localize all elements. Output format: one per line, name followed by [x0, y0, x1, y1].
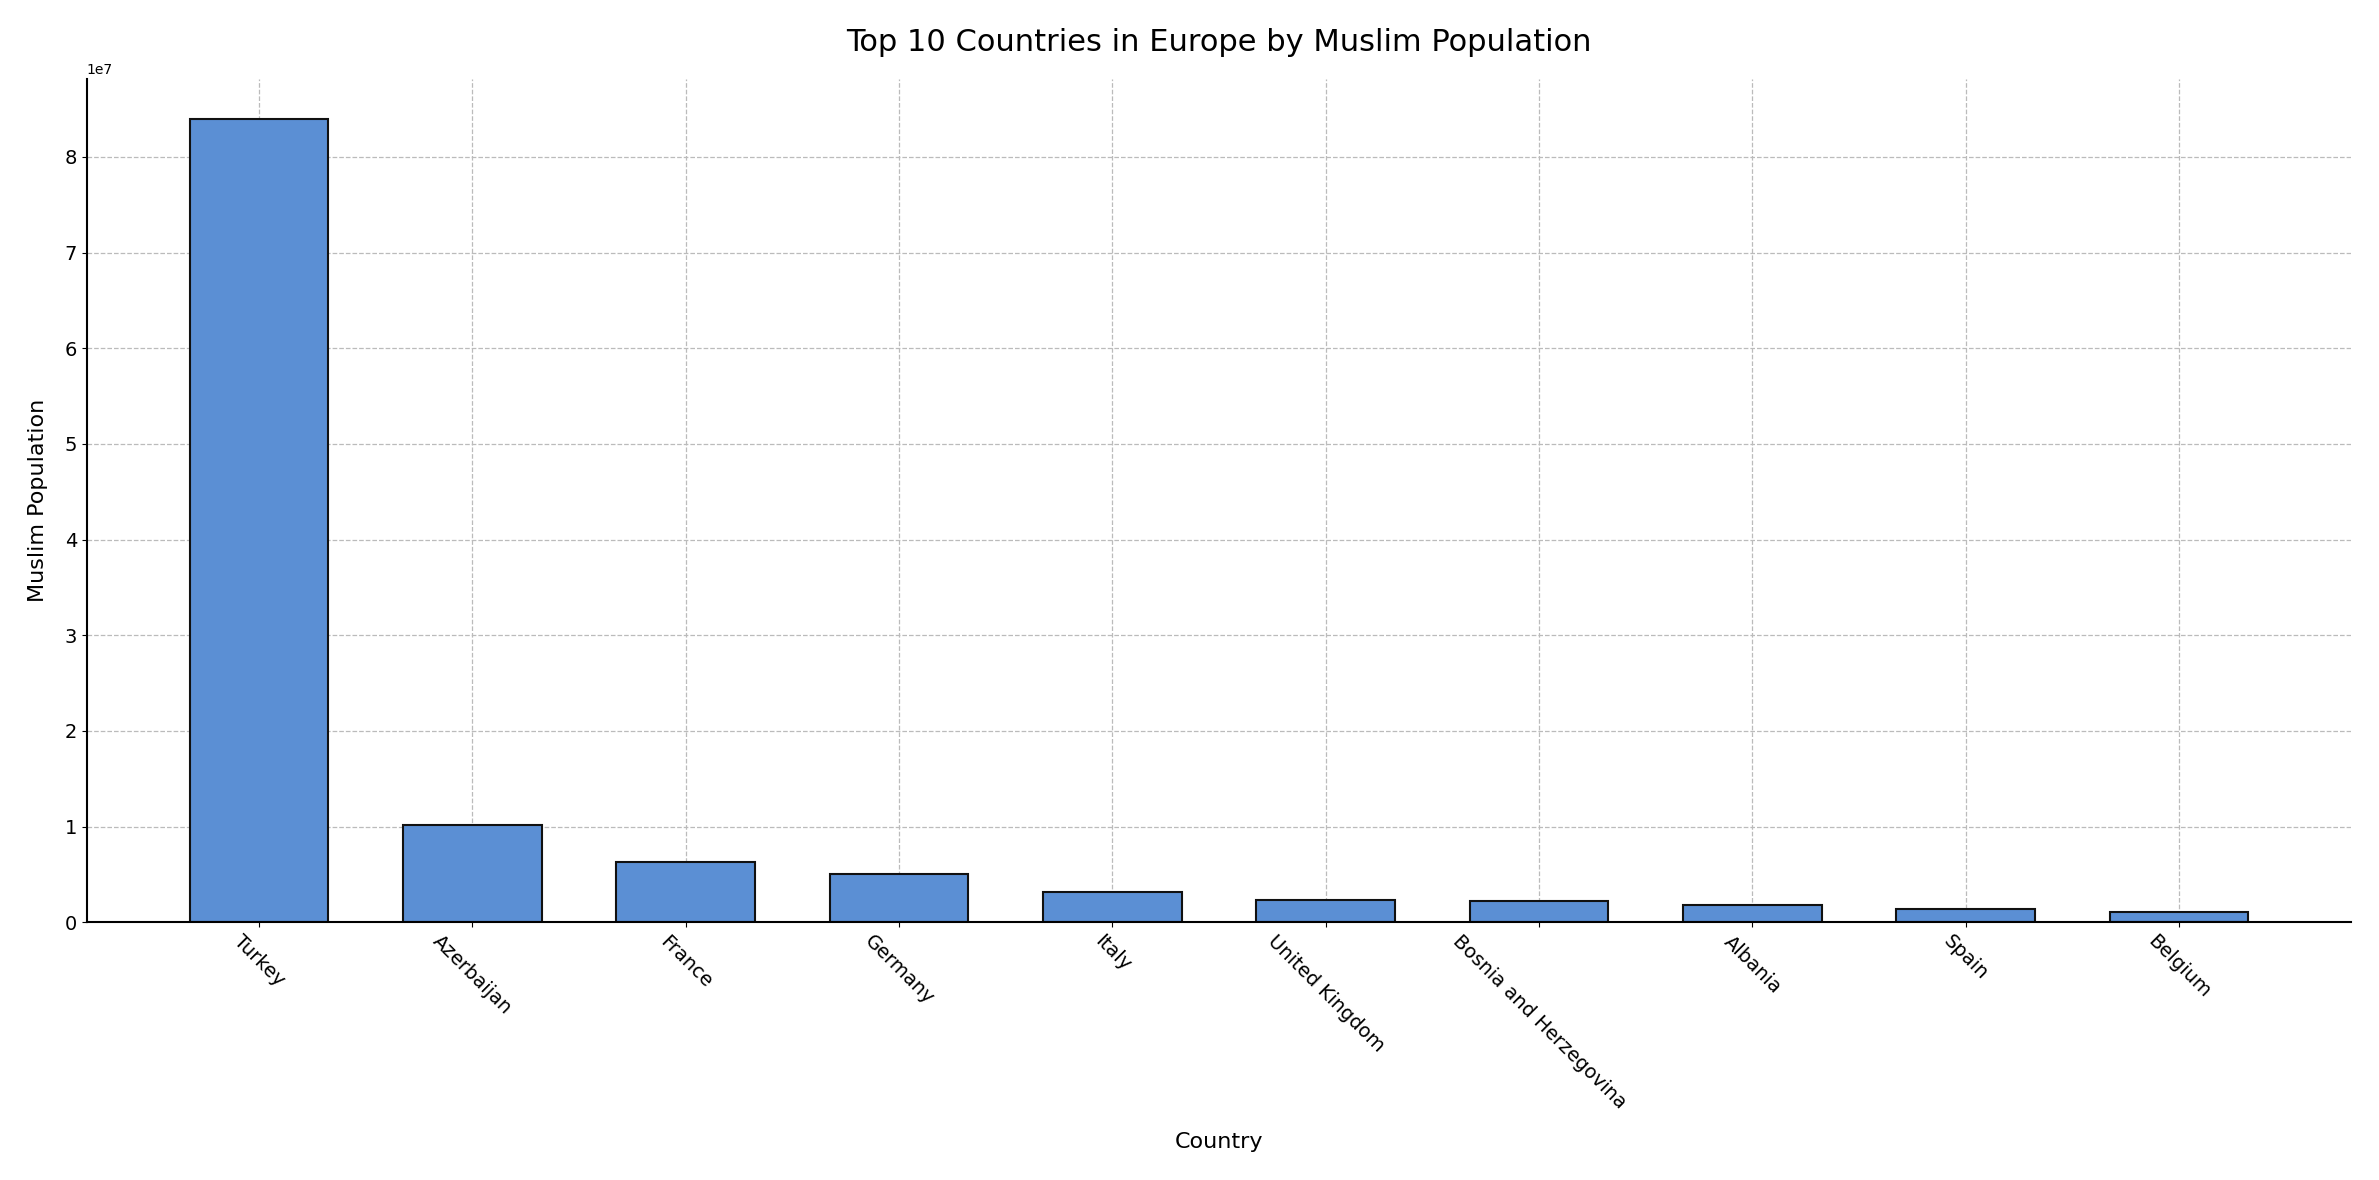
Title: Top 10 Countries in Europe by Muslim Population: Top 10 Countries in Europe by Muslim Pop…: [847, 28, 1592, 57]
Bar: [1256, 900, 1394, 923]
Bar: [2110, 912, 2248, 923]
Bar: [1682, 905, 1822, 923]
Bar: [402, 825, 542, 923]
Bar: [830, 874, 968, 923]
Bar: [1042, 892, 1182, 923]
Y-axis label: Muslim Population: Muslim Population: [29, 399, 48, 602]
Bar: [1470, 902, 1608, 923]
Bar: [190, 119, 328, 923]
Bar: [616, 863, 754, 923]
X-axis label: Country: Country: [1175, 1133, 1263, 1152]
Bar: [1896, 909, 2034, 923]
